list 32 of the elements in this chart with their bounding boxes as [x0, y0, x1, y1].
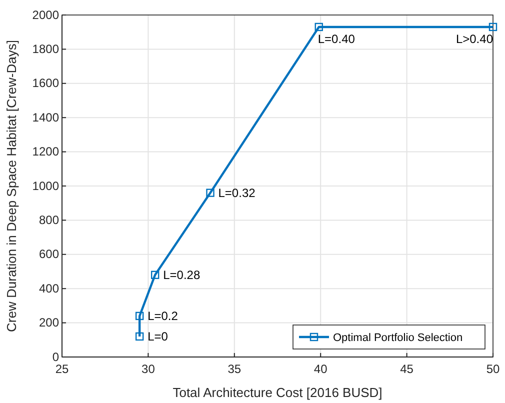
point	[206, 188, 214, 197]
legend-label: Optimal Portfolio Selection	[333, 332, 463, 344]
x-tick-label: 25	[55, 362, 69, 376]
y-tick-label: 1600	[32, 76, 60, 90]
x-tick-label: 30	[142, 362, 156, 376]
x-tick-label: 50	[486, 362, 500, 376]
y-tick-label: 1400	[32, 110, 60, 124]
x-tick-label: 40	[314, 362, 328, 376]
y-tick-label: 0	[52, 350, 60, 364]
y-tick-label: 2000	[32, 8, 60, 22]
annotation: L=0.40	[318, 32, 356, 46]
y-tick-label: 600	[38, 247, 60, 262]
y-tick-label: 200	[38, 316, 60, 330]
point	[135, 332, 144, 341]
point	[314, 22, 323, 32]
x-tick-label: 45	[400, 362, 414, 376]
point	[150, 270, 160, 280]
y-tick-label: 1800	[32, 42, 60, 56]
y-axis-title: Crew Duration in Deep Space Habitat [Crew-Days]	[4, 40, 19, 332]
annotation: L=0.32	[218, 186, 256, 200]
annotation: L=0.28	[163, 268, 200, 282]
y-tick-label: 800	[38, 213, 60, 228]
point	[135, 312, 144, 320]
x-tick-label: 35	[228, 362, 242, 376]
annotation: L=0.2	[148, 308, 178, 323]
annotation: L=0	[148, 329, 168, 344]
y-tick-label: 400	[38, 281, 60, 296]
y-tick-label: 1200	[32, 144, 60, 159]
x-axis-title: Total Architecture Cost [2016 BUSD]	[172, 385, 382, 400]
annotation: L>0.40	[456, 32, 494, 46]
y-tick-label: 1000	[32, 178, 60, 193]
point	[488, 22, 498, 32]
